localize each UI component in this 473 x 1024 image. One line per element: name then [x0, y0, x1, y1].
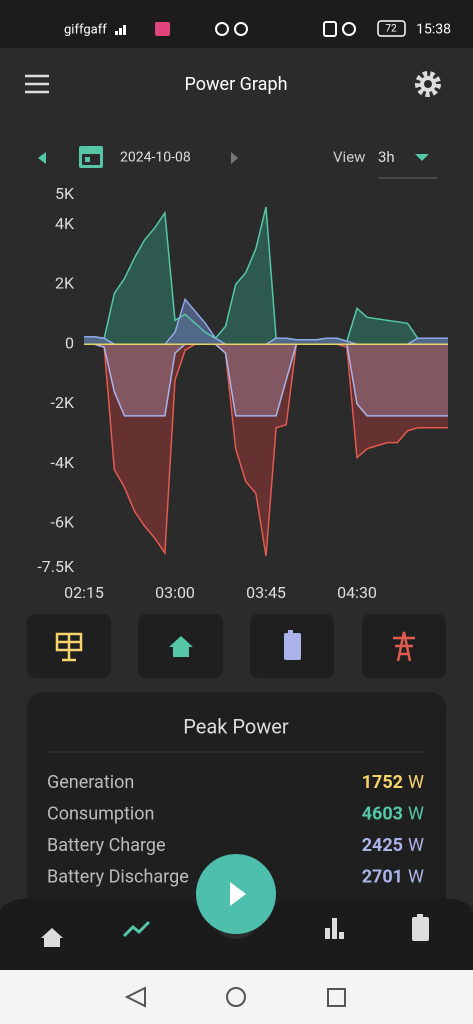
series-line — [84, 343, 448, 417]
y-tick-label: -6K — [51, 512, 75, 531]
date: 2024-10-08 — [120, 150, 191, 166]
row-label: Battery Discharge — [47, 866, 189, 887]
y-tick-label: -2K — [51, 393, 75, 412]
area-fill — [84, 344, 448, 416]
y-tick-label: 0 — [65, 333, 74, 352]
nav-graph[interactable] — [122, 920, 151, 938]
clock: 15:38 — [416, 22, 451, 38]
system-back[interactable] — [124, 986, 146, 1008]
row-unit: W — [408, 772, 424, 793]
battery-level: 72 — [385, 24, 397, 35]
series-line — [84, 206, 448, 343]
power-chart: 5K 4K 2K 0 -2K -4K -6K -7.5K 02:15 03:00 03:45 04:3… — [37, 184, 448, 602]
view-select[interactable]: 3h — [378, 148, 437, 179]
x-tick-label: 04:30 — [337, 583, 377, 602]
system-nav — [0, 970, 473, 1024]
row-value: 2701 — [362, 866, 403, 887]
play-button[interactable] — [196, 854, 276, 934]
y-tick-label: 5K — [55, 184, 75, 203]
y-tick-label: -7.5K — [37, 557, 75, 576]
x-tick-label: 02:15 — [64, 583, 104, 602]
row-unit: W — [408, 803, 424, 824]
row-label: Consumption — [47, 803, 155, 824]
system-recents[interactable] — [327, 988, 346, 1007]
nav-battery[interactable] — [412, 914, 429, 941]
prev-day[interactable] — [38, 152, 46, 164]
row-value: 2425 — [362, 835, 403, 856]
status-icons — [115, 20, 406, 37]
peak-title: Peak Power — [183, 714, 289, 738]
view-value: 3h — [378, 148, 395, 166]
row-label: Generation — [47, 772, 134, 793]
bottom-nav — [0, 898, 473, 970]
nav-stats[interactable] — [325, 918, 344, 939]
y-tick-label: 4K — [55, 214, 75, 233]
nav-home[interactable] — [41, 928, 63, 947]
series-line — [84, 343, 448, 557]
menu-button[interactable] — [25, 74, 49, 94]
calendar-button[interactable] — [79, 146, 103, 168]
app-title: Power Graph — [185, 74, 288, 95]
row-unit: W — [408, 835, 424, 856]
x-tick-label: 03:45 — [246, 583, 286, 602]
x-tick-label: 03:00 — [155, 583, 195, 602]
consumption-toggle[interactable] — [138, 614, 223, 678]
generation-toggle[interactable] — [27, 614, 111, 678]
next-day[interactable] — [231, 152, 238, 164]
settings-button[interactable] — [415, 71, 441, 97]
y-tick-label: -4K — [51, 453, 75, 472]
system-home[interactable] — [226, 987, 246, 1007]
row-unit: W — [408, 866, 424, 887]
row-value: 4603 — [362, 803, 403, 824]
battery-toggle[interactable] — [250, 614, 334, 678]
view-label: View — [333, 148, 365, 166]
y-tick-label: 2K — [55, 274, 75, 293]
row-label: Battery Charge — [47, 835, 166, 856]
grid-toggle[interactable] — [362, 614, 446, 678]
row-value: 1752 — [362, 772, 403, 793]
carrier: giffgaff — [64, 22, 107, 37]
